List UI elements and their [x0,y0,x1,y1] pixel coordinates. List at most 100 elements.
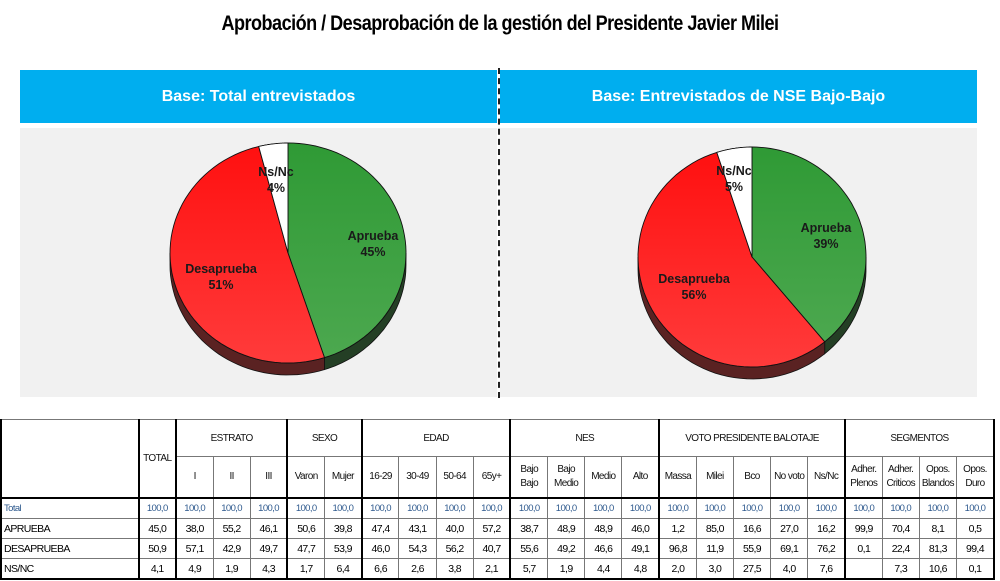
pie-slice-desaprueba [169,145,326,364]
table-cell [843,558,883,580]
table-cell: 1,7 [286,558,326,580]
column-header: 30-49 [398,456,437,499]
table-cell: 100,0 [435,497,474,519]
table-cell: 48,9 [547,518,586,539]
table-cell: 6,4 [324,558,363,580]
column-header: Opos. Duro [955,456,995,499]
table-cell: 76,2 [807,538,846,559]
table-cell: 4,9 [174,558,214,580]
table-cell: 7,3 [881,558,920,580]
pie-value-desaprueba: 56% [681,288,706,302]
pie-value-desaprueba: 51% [208,278,233,292]
table-cell: 40,0 [435,518,474,539]
row-label: APRUEBA [0,518,140,539]
table-cell: 57,1 [174,538,214,559]
table-cell: 1,9 [547,558,586,580]
table-cell: 27,5 [732,558,772,580]
table-cell: 3,8 [435,558,474,580]
table-cell: 55,2 [212,518,251,539]
table-cell: 16,6 [732,518,772,539]
column-header: Medio [584,456,623,499]
table-cell: 99,9 [843,518,883,539]
column-header: Massa [658,456,697,499]
column-header: Alto [621,456,660,499]
table-cell: 46,1 [249,518,288,539]
table-cell: 53,9 [324,538,363,559]
table-cell: 100,0 [472,497,511,519]
table-cell: 4,3 [249,558,288,580]
table-cell: 100,0 [324,497,363,519]
row-label: NS/NC [0,558,140,580]
column-header: Varon [286,456,326,499]
table-cell: 100,0 [212,497,251,519]
pie-chart-bajo-bajo: Aprueba 39% Desaprueba 56% Ns/Nc 5% [637,146,867,380]
table-cell: 100,0 [249,497,288,519]
table-row: DESAPRUEBA 50,9 57,1 42,9 49,7 47,7 53,9 46,0 54… [0,538,995,559]
table-cell: 100,0 [695,497,734,519]
row-label: DESAPRUEBA [0,538,140,559]
table-cell: 50,9 [137,538,177,559]
column-header: Adher. Plenos [843,456,883,499]
table-cell: 100,0 [621,497,660,519]
table-cell: 50,6 [286,518,326,539]
panel-header-total: Base: Total entrevistados [20,70,497,123]
table-cell: 100,0 [881,497,920,519]
column-header: Bajo Bajo [509,456,549,499]
table-cell: 100,0 [955,497,995,519]
table-cell: 100,0 [360,497,400,519]
table-cell: 46,0 [621,518,660,539]
panel-header-bajo-bajo: Base: Entrevistados de NSE Bajo-Bajo [500,70,977,123]
table-cell: 100,0 [509,497,549,519]
table-cell: 1,2 [658,518,697,539]
pie-label-nsnc: Ns/Nc [258,165,293,179]
group-header-sexo: SEXO [286,419,363,457]
group-header-segmentos: SEGMENTOS [843,419,996,457]
group-header-edad: EDAD [360,419,511,457]
pie-slice-desaprueba [637,151,826,368]
table-cell: 38,0 [174,518,214,539]
table-row: APRUEBA 45,0 38,0 55,2 46,1 50,6 39,8 47,4 43,1 4… [0,518,995,539]
table-cell: 4,4 [584,558,623,580]
table-cell: 4,1 [137,558,177,580]
pie-slice-aprueba [751,146,867,343]
table-cell: 43,1 [398,518,437,539]
table-corner [0,419,140,499]
group-header-nes: NES [509,419,660,457]
table-cell: 100,0 [137,497,177,519]
table-cell: 100,0 [732,497,772,519]
column-header: 50-64 [435,456,474,499]
table-cell: 42,9 [212,538,251,559]
column-header: Opos. Blandos [918,456,957,499]
table-cell: 0,1 [843,538,883,559]
table-cell: 100,0 [918,497,957,519]
table-cell: 54,3 [398,538,437,559]
table-cell: 69,1 [770,538,809,559]
table-cell: 38,7 [509,518,549,539]
table-cell: 99,4 [955,538,995,559]
table-cell: 47,4 [360,518,400,539]
table-cell: 100,0 [398,497,437,519]
table-cell: 46,0 [360,538,400,559]
table-cell: 100,0 [658,497,697,519]
pie-value-nsnc: 5% [725,180,743,194]
table-cell: 100,0 [584,497,623,519]
table-cell: 49,1 [621,538,660,559]
table-cell: 100,0 [843,497,883,519]
table-cell: 100,0 [807,497,846,519]
table-cell: 40,7 [472,538,511,559]
pie-label-nsnc: Ns/Nc [716,164,751,178]
table-cell: 16,2 [807,518,846,539]
table-cell: 47,7 [286,538,326,559]
table-cell: 48,9 [584,518,623,539]
table-cell: 100,0 [286,497,326,519]
column-header: Milei [695,456,734,499]
column-header: III [249,456,288,499]
table-cell: 3,0 [695,558,734,580]
pie-value-nsnc: 4% [267,181,285,195]
table-cell: 100,0 [770,497,809,519]
column-header: 65y+ [472,456,511,499]
pie-label-aprueba: Aprueba [801,221,853,235]
table-cell: 85,0 [695,518,734,539]
group-header-total: TOTAL [137,419,177,499]
pie-value-aprueba: 39% [813,237,838,251]
